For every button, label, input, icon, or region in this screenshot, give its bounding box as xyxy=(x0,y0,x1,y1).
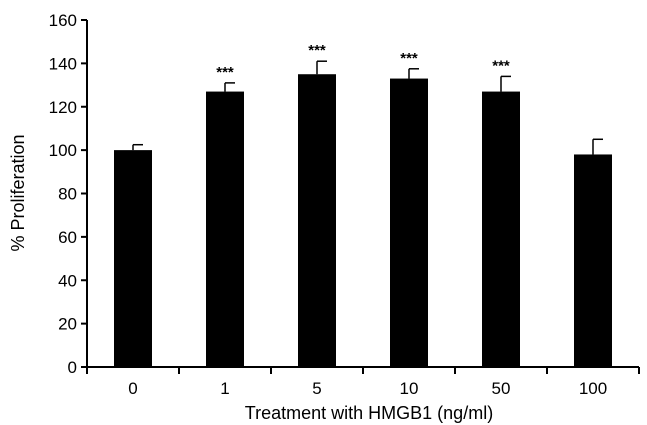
bar-100 xyxy=(574,154,612,367)
bar-1 xyxy=(206,91,244,367)
y-tick-label-1: 20 xyxy=(58,315,77,334)
y-axis-title: % Proliferation xyxy=(8,134,28,251)
y-tick-label-2: 40 xyxy=(58,271,77,290)
y-tick-label-6: 120 xyxy=(49,98,77,117)
x-tick-label-1: 1 xyxy=(220,379,229,398)
y-axis: 0 20 40 60 80 100 120 140 160 xyxy=(49,11,88,377)
y-tick-label-0: 0 xyxy=(68,358,77,377)
y-tick-label-4: 80 xyxy=(58,185,77,204)
x-axis: 0 1 5 10 50 100 xyxy=(86,366,640,398)
bar-50 xyxy=(482,91,520,367)
bar-10 xyxy=(390,78,428,368)
x-axis-title: Treatment with HMGB1 (ng/ml) xyxy=(245,403,493,423)
significance-label-1: *** xyxy=(216,64,234,81)
y-tick-label-7: 140 xyxy=(49,54,77,73)
x-tick-label-10: 10 xyxy=(400,379,419,398)
bar-5 xyxy=(298,74,336,367)
x-tick-label-0: 0 xyxy=(128,379,137,398)
y-tick-label-5: 100 xyxy=(49,141,77,160)
significance-label-50: *** xyxy=(492,57,510,74)
significance-label-10: *** xyxy=(400,50,418,67)
y-tick-label-8: 160 xyxy=(49,11,77,30)
y-tick-label-3: 60 xyxy=(58,228,77,247)
bars: *** *** *** *** xyxy=(114,42,612,368)
bar-0 xyxy=(114,150,152,367)
x-tick-label-50: 50 xyxy=(492,379,511,398)
x-tick-label-100: 100 xyxy=(579,379,607,398)
significance-label-5: *** xyxy=(308,42,326,59)
x-tick-label-5: 5 xyxy=(312,379,321,398)
